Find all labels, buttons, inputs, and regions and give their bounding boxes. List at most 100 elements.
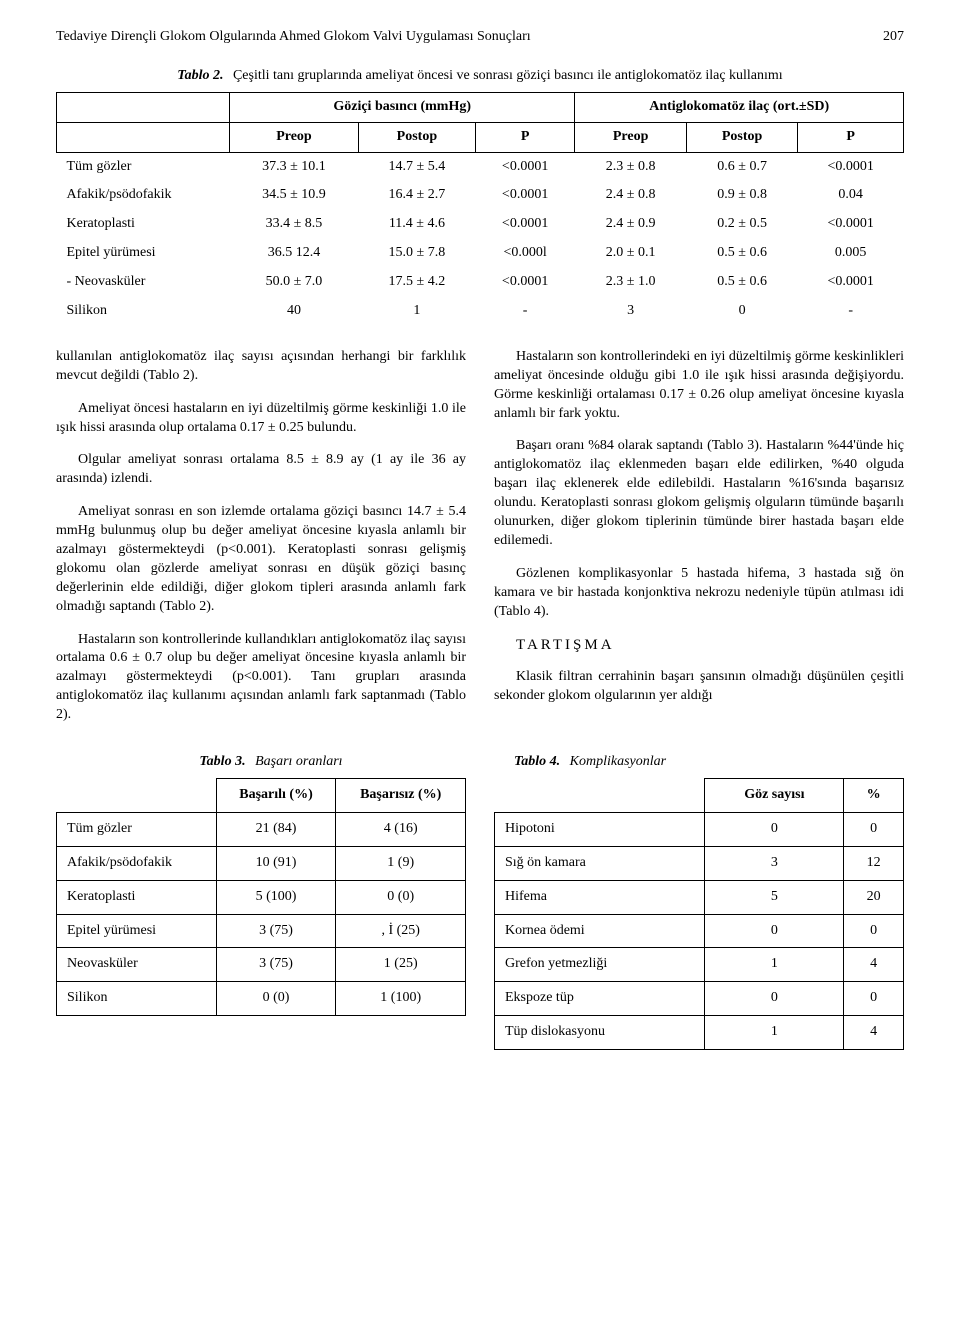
table2-col: Preop xyxy=(230,122,359,152)
table-row: Ekspoze tüp00 xyxy=(495,982,904,1016)
table3-cell: 1 (9) xyxy=(336,846,466,880)
table2-cell: 14.7 ± 5.4 xyxy=(358,152,475,181)
table4-title: Komplikasyonlar xyxy=(570,754,666,769)
table2-caption: Tablo 2. Çeşitli tanı gruplarında ameliy… xyxy=(56,67,904,86)
table4-label: Tablo 4. xyxy=(514,754,560,769)
table2-cell: 50.0 ± 7.0 xyxy=(230,268,359,297)
table4-cell: 3 xyxy=(705,846,844,880)
table4-rowlabel: Tüp dislokasyonu xyxy=(495,1016,705,1050)
left-column: kullanılan antiglokomatöz ilaç sayısı aç… xyxy=(56,348,466,739)
table3-cell: 1 (100) xyxy=(336,982,466,1016)
table3-cell: , İ (25) xyxy=(336,914,466,948)
table4: Göz sayısı % Hipotoni00Sığ ön kamara312H… xyxy=(494,778,904,1050)
table2-cell: 15.0 ± 7.8 xyxy=(358,239,475,268)
table2-rowlabel: Silikon xyxy=(57,297,230,326)
table2-cell: 0.04 xyxy=(798,181,904,210)
table2-cell: <0.0001 xyxy=(798,152,904,181)
table3-rowlabel: Afakik/psödofakik xyxy=(57,846,217,880)
table3-title: Başarı oranları xyxy=(255,754,343,769)
table4-col: Göz sayısı xyxy=(705,778,844,812)
running-title: Tedaviye Dirençli Glokom Olgularında Ahm… xyxy=(56,28,531,47)
table3-col: Başarısız (%) xyxy=(336,778,466,812)
discussion-heading: TARTIŞMA xyxy=(516,635,904,655)
table2-cell: 34.5 ± 10.9 xyxy=(230,181,359,210)
body-para: Hastaların son kontrollerindeki en iyi d… xyxy=(494,348,904,424)
table4-cell: 0 xyxy=(844,982,904,1016)
body-para: Klasik filtran cerrahinin başarı şansını… xyxy=(494,668,904,706)
table2-rowlabel: Keratoplasti xyxy=(57,210,230,239)
table3-cell: 0 (0) xyxy=(216,982,336,1016)
table3-cell: 3 (75) xyxy=(216,914,336,948)
table2-cell: 37.3 ± 10.1 xyxy=(230,152,359,181)
table-row: Silikon0 (0)1 (100) xyxy=(57,982,466,1016)
table4-caption: Tablo 4. Komplikasyonlar xyxy=(514,753,904,772)
right-column: Hastaların son kontrollerindeki en iyi d… xyxy=(494,348,904,739)
table4-rowlabel: Ekspoze tüp xyxy=(495,982,705,1016)
table4-cell: 4 xyxy=(844,948,904,982)
table4-cell: 0 xyxy=(705,812,844,846)
table2-cell: 16.4 ± 2.7 xyxy=(358,181,475,210)
table2-cell: 2.3 ± 0.8 xyxy=(575,152,687,181)
table3-cell: 3 (75) xyxy=(216,948,336,982)
table3-cell: 5 (100) xyxy=(216,880,336,914)
table2-cell: <0.0001 xyxy=(475,181,574,210)
table-row: Grefon yetmezliği14 xyxy=(495,948,904,982)
table4-rowlabel: Kornea ödemi xyxy=(495,914,705,948)
table-row: Kornea ödemi00 xyxy=(495,914,904,948)
table-row: Neovasküler3 (75)1 (25) xyxy=(57,948,466,982)
table3-cell: 4 (16) xyxy=(336,812,466,846)
table3-cell: 1 (25) xyxy=(336,948,466,982)
table2-cell: 2.3 ± 1.0 xyxy=(575,268,687,297)
table3-caption: Tablo 3. Başarı oranları xyxy=(76,753,466,772)
body-para: kullanılan antiglokomatöz ilaç sayısı aç… xyxy=(56,348,466,386)
table2-cell: <0.000l xyxy=(475,239,574,268)
table4-cell: 0 xyxy=(844,812,904,846)
body-columns: kullanılan antiglokomatöz ilaç sayısı aç… xyxy=(56,348,904,739)
table-row: Epitel yürümesi36.5 12.415.0 ± 7.8<0.000… xyxy=(57,239,904,268)
table4-rowlabel: Hifema xyxy=(495,880,705,914)
table4-cell: 0 xyxy=(705,914,844,948)
table3-rowlabel: Epitel yürümesi xyxy=(57,914,217,948)
table4-cell: 20 xyxy=(844,880,904,914)
table2-col: Postop xyxy=(686,122,798,152)
table2-cell: 40 xyxy=(230,297,359,326)
table3-rowlabel: Keratoplasti xyxy=(57,880,217,914)
table2-col: P xyxy=(798,122,904,152)
table2-rowlabel: Tüm gözler xyxy=(57,152,230,181)
table3-cell: 0 (0) xyxy=(336,880,466,914)
table-row: Sığ ön kamara312 xyxy=(495,846,904,880)
table3-cell: 21 (84) xyxy=(216,812,336,846)
table4-rowlabel: Grefon yetmezliği xyxy=(495,948,705,982)
table2-cell: - xyxy=(475,297,574,326)
table2-cell: 0.005 xyxy=(798,239,904,268)
table2-cell: <0.0001 xyxy=(475,268,574,297)
body-para: Olgular ameliyat sonrası ortalama 8.5 ± … xyxy=(56,451,466,489)
table2-cell: - xyxy=(798,297,904,326)
table3-rowlabel: Silikon xyxy=(57,982,217,1016)
table4-cell: 5 xyxy=(705,880,844,914)
table2-cell: 2.4 ± 0.9 xyxy=(575,210,687,239)
table3-cell: 10 (91) xyxy=(216,846,336,880)
table-row: Afakik/psödofakik34.5 ± 10.916.4 ± 2.7<0… xyxy=(57,181,904,210)
table4-cell: 4 xyxy=(844,1016,904,1050)
table2-cell: 0.9 ± 0.8 xyxy=(686,181,798,210)
body-para: Başarı oranı %84 olarak saptandı (Tablo … xyxy=(494,437,904,550)
table3-rowlabel: Tüm gözler xyxy=(57,812,217,846)
table2-cell: 36.5 12.4 xyxy=(230,239,359,268)
table2-col: Postop xyxy=(358,122,475,152)
table4-rowlabel: Hipotoni xyxy=(495,812,705,846)
table-row: Tüm gözler37.3 ± 10.114.7 ± 5.4 <0.0001 2.… xyxy=(57,152,904,181)
table2-cell: 2.0 ± 0.1 xyxy=(575,239,687,268)
table2-rowlabel: Epitel yürümesi xyxy=(57,239,230,268)
table2-cell: 0.2 ± 0.5 xyxy=(686,210,798,239)
table2-cell: 0.5 ± 0.6 xyxy=(686,268,798,297)
table2-title: Çeşitli tanı gruplarında ameliyat öncesi… xyxy=(233,68,783,83)
table3-label: Tablo 3. xyxy=(199,754,245,769)
table4-rowlabel: Sığ ön kamara xyxy=(495,846,705,880)
table2-cell: 0.5 ± 0.6 xyxy=(686,239,798,268)
table4-cell: 0 xyxy=(844,914,904,948)
table2-cell: 11.4 ± 4.6 xyxy=(358,210,475,239)
table2-cell: 1 xyxy=(358,297,475,326)
table-row: Hipotoni00 xyxy=(495,812,904,846)
table2-rowlabel: Afakik/psödofakik xyxy=(57,181,230,210)
